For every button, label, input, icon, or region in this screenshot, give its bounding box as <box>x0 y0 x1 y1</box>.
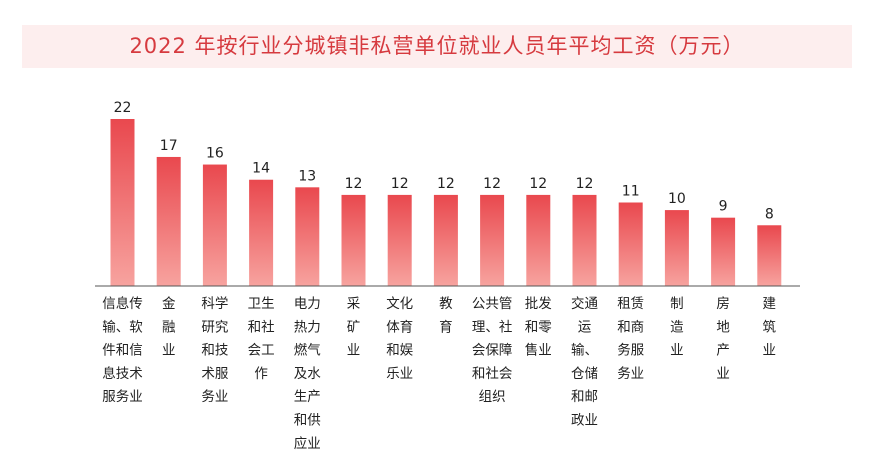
data-label: 11 <box>622 184 640 200</box>
data-label: 10 <box>668 191 686 207</box>
category-label: 文化体育和娱乐业 <box>386 296 413 382</box>
category-label: 公共管理、社会保障和社会组织 <box>472 296 513 405</box>
category-label: 采矿业 <box>347 296 361 359</box>
data-label: 12 <box>345 176 363 192</box>
category-label: 交通运输、仓储和邮政业 <box>571 295 599 429</box>
bar <box>711 217 736 286</box>
category-label: 建筑业 <box>763 296 777 359</box>
category-label: 制造业 <box>670 296 684 359</box>
bar <box>526 194 551 286</box>
bar <box>572 194 597 286</box>
data-label: 12 <box>391 176 409 192</box>
bar <box>295 187 320 286</box>
bar <box>341 194 366 286</box>
data-label: 12 <box>437 176 455 192</box>
data-label: 12 <box>483 176 501 192</box>
data-label: 22 <box>114 100 132 116</box>
category-label: 房地产业 <box>716 296 730 382</box>
category-label: 教育 <box>439 296 453 335</box>
data-label: 13 <box>298 168 316 184</box>
category-label: 电力热力燃气及水生产和供应业 <box>294 296 321 452</box>
data-label: 8 <box>765 206 774 222</box>
data-label: 17 <box>160 138 178 154</box>
bar <box>387 194 412 286</box>
title-bar: 2022 年按行业分城镇非私营单位就业人员年平均工资（万元） <box>22 25 852 68</box>
bar <box>156 156 181 286</box>
bar <box>249 179 274 286</box>
bar <box>618 202 643 286</box>
category-label: 科学研究和技术服务业 <box>201 296 228 405</box>
bar <box>757 225 782 286</box>
data-label: 14 <box>252 161 270 177</box>
category-label: 卫生和社会工作 <box>248 296 275 382</box>
bar <box>110 119 135 286</box>
data-label: 12 <box>529 176 547 192</box>
bar <box>433 194 458 286</box>
category-label: 批发和零售业 <box>525 296 552 359</box>
bar <box>202 164 227 286</box>
category-label: 金融业 <box>162 296 176 359</box>
data-label: 9 <box>719 199 728 215</box>
data-label: 12 <box>576 176 594 192</box>
category-label: 信息传输、软件和信息技术服务业 <box>102 295 143 405</box>
bar <box>664 210 689 286</box>
chart-title: 2022 年按行业分城镇非私营单位就业人员年平均工资（万元） <box>129 34 745 58</box>
bar <box>480 194 505 286</box>
data-label: 16 <box>206 146 224 162</box>
category-label: 租赁和商务服务业 <box>617 296 644 382</box>
